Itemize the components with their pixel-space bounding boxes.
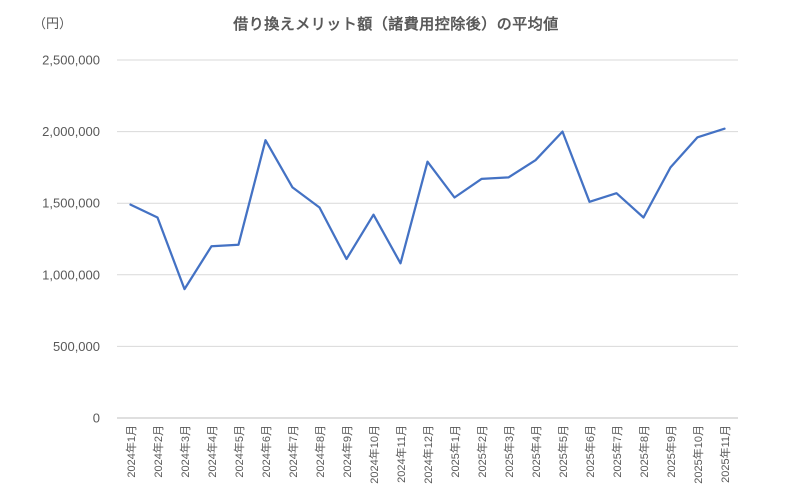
x-tick-label: 2025年10月 [691, 425, 705, 484]
x-tick-label: 2025年8月 [637, 425, 651, 478]
x-tick-label: 2024年9月 [340, 425, 354, 478]
x-tick-label: 2024年1月 [124, 425, 138, 478]
x-tick-label: 2024年10月 [367, 425, 381, 484]
y-tick-label: 500,000 [53, 339, 100, 354]
y-tick-label: 0 [93, 411, 100, 426]
x-tick-label: 2024年5月 [232, 425, 246, 478]
x-tick-label: 2024年12月 [421, 425, 435, 484]
x-tick-label: 2025年1月 [448, 425, 462, 478]
x-tick-label: 2024年7月 [286, 425, 300, 478]
x-tick-label: 2025年11月 [718, 425, 732, 483]
y-tick-label: 2,000,000 [42, 124, 100, 139]
y-tick-label: 1,500,000 [42, 196, 100, 211]
x-tick-label: 2025年3月 [502, 425, 516, 478]
y-tick-label: 1,000,000 [42, 267, 100, 282]
x-tick-label: 2025年4月 [529, 425, 543, 478]
x-tick-label: 2024年8月 [313, 425, 327, 478]
x-tick-label: 2025年6月 [583, 425, 597, 478]
x-tick-label: 2025年7月 [610, 425, 624, 478]
x-tick-label: 2024年6月 [259, 425, 273, 478]
x-tick-label: 2024年11月 [394, 425, 408, 483]
y-axis-unit-label: （円） [33, 16, 73, 31]
y-tick-label: 2,500,000 [42, 53, 100, 68]
x-tick-label: 2025年9月 [664, 425, 678, 478]
x-tick-label: 2024年3月 [178, 425, 192, 478]
x-tick-label: 2024年2月 [151, 425, 165, 478]
data-series-line [129, 127, 726, 291]
chart-title: 借り換えメリット額（諸費用控除後）の平均値 [233, 16, 559, 33]
x-tick-label: 2024年4月 [205, 425, 219, 478]
x-tick-label: 2025年2月 [475, 425, 489, 478]
x-tick-label: 2025年5月 [556, 425, 570, 478]
